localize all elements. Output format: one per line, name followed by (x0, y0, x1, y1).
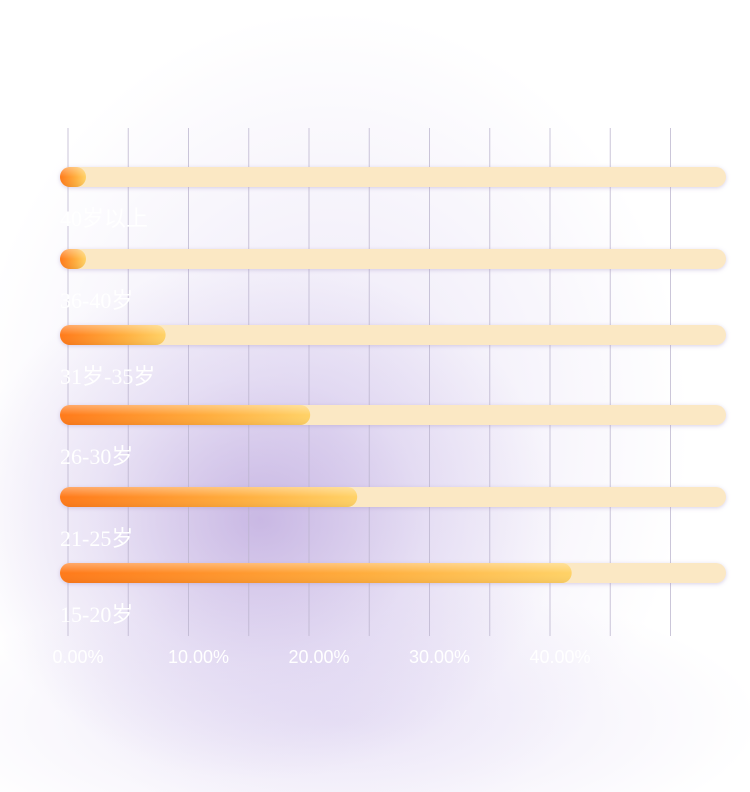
bar-track (60, 249, 726, 269)
x-tick-label: 30.00% (409, 647, 470, 667)
category-label: 26-30岁 (60, 444, 133, 469)
bar-gloss (60, 167, 86, 187)
category-label: 36-40岁 (60, 288, 133, 313)
category-label: 21-25岁 (60, 526, 133, 551)
bar-gloss (60, 487, 358, 507)
bar-track (60, 167, 726, 187)
bar-gloss (60, 325, 166, 345)
category-label: 15-20岁 (60, 602, 133, 627)
bar-gloss (60, 249, 86, 269)
bar-gloss (60, 405, 311, 425)
x-tick-label: 20.00% (288, 647, 349, 667)
x-tick-label: 10.00% (168, 647, 229, 667)
bar-track (60, 325, 726, 345)
x-tick-label: 0.00% (52, 647, 103, 667)
bar-gloss (60, 563, 572, 583)
category-label: 40岁以上 (60, 206, 148, 231)
category-label: 31岁-35岁 (60, 364, 155, 389)
x-tick-label: 40.00% (529, 647, 590, 667)
